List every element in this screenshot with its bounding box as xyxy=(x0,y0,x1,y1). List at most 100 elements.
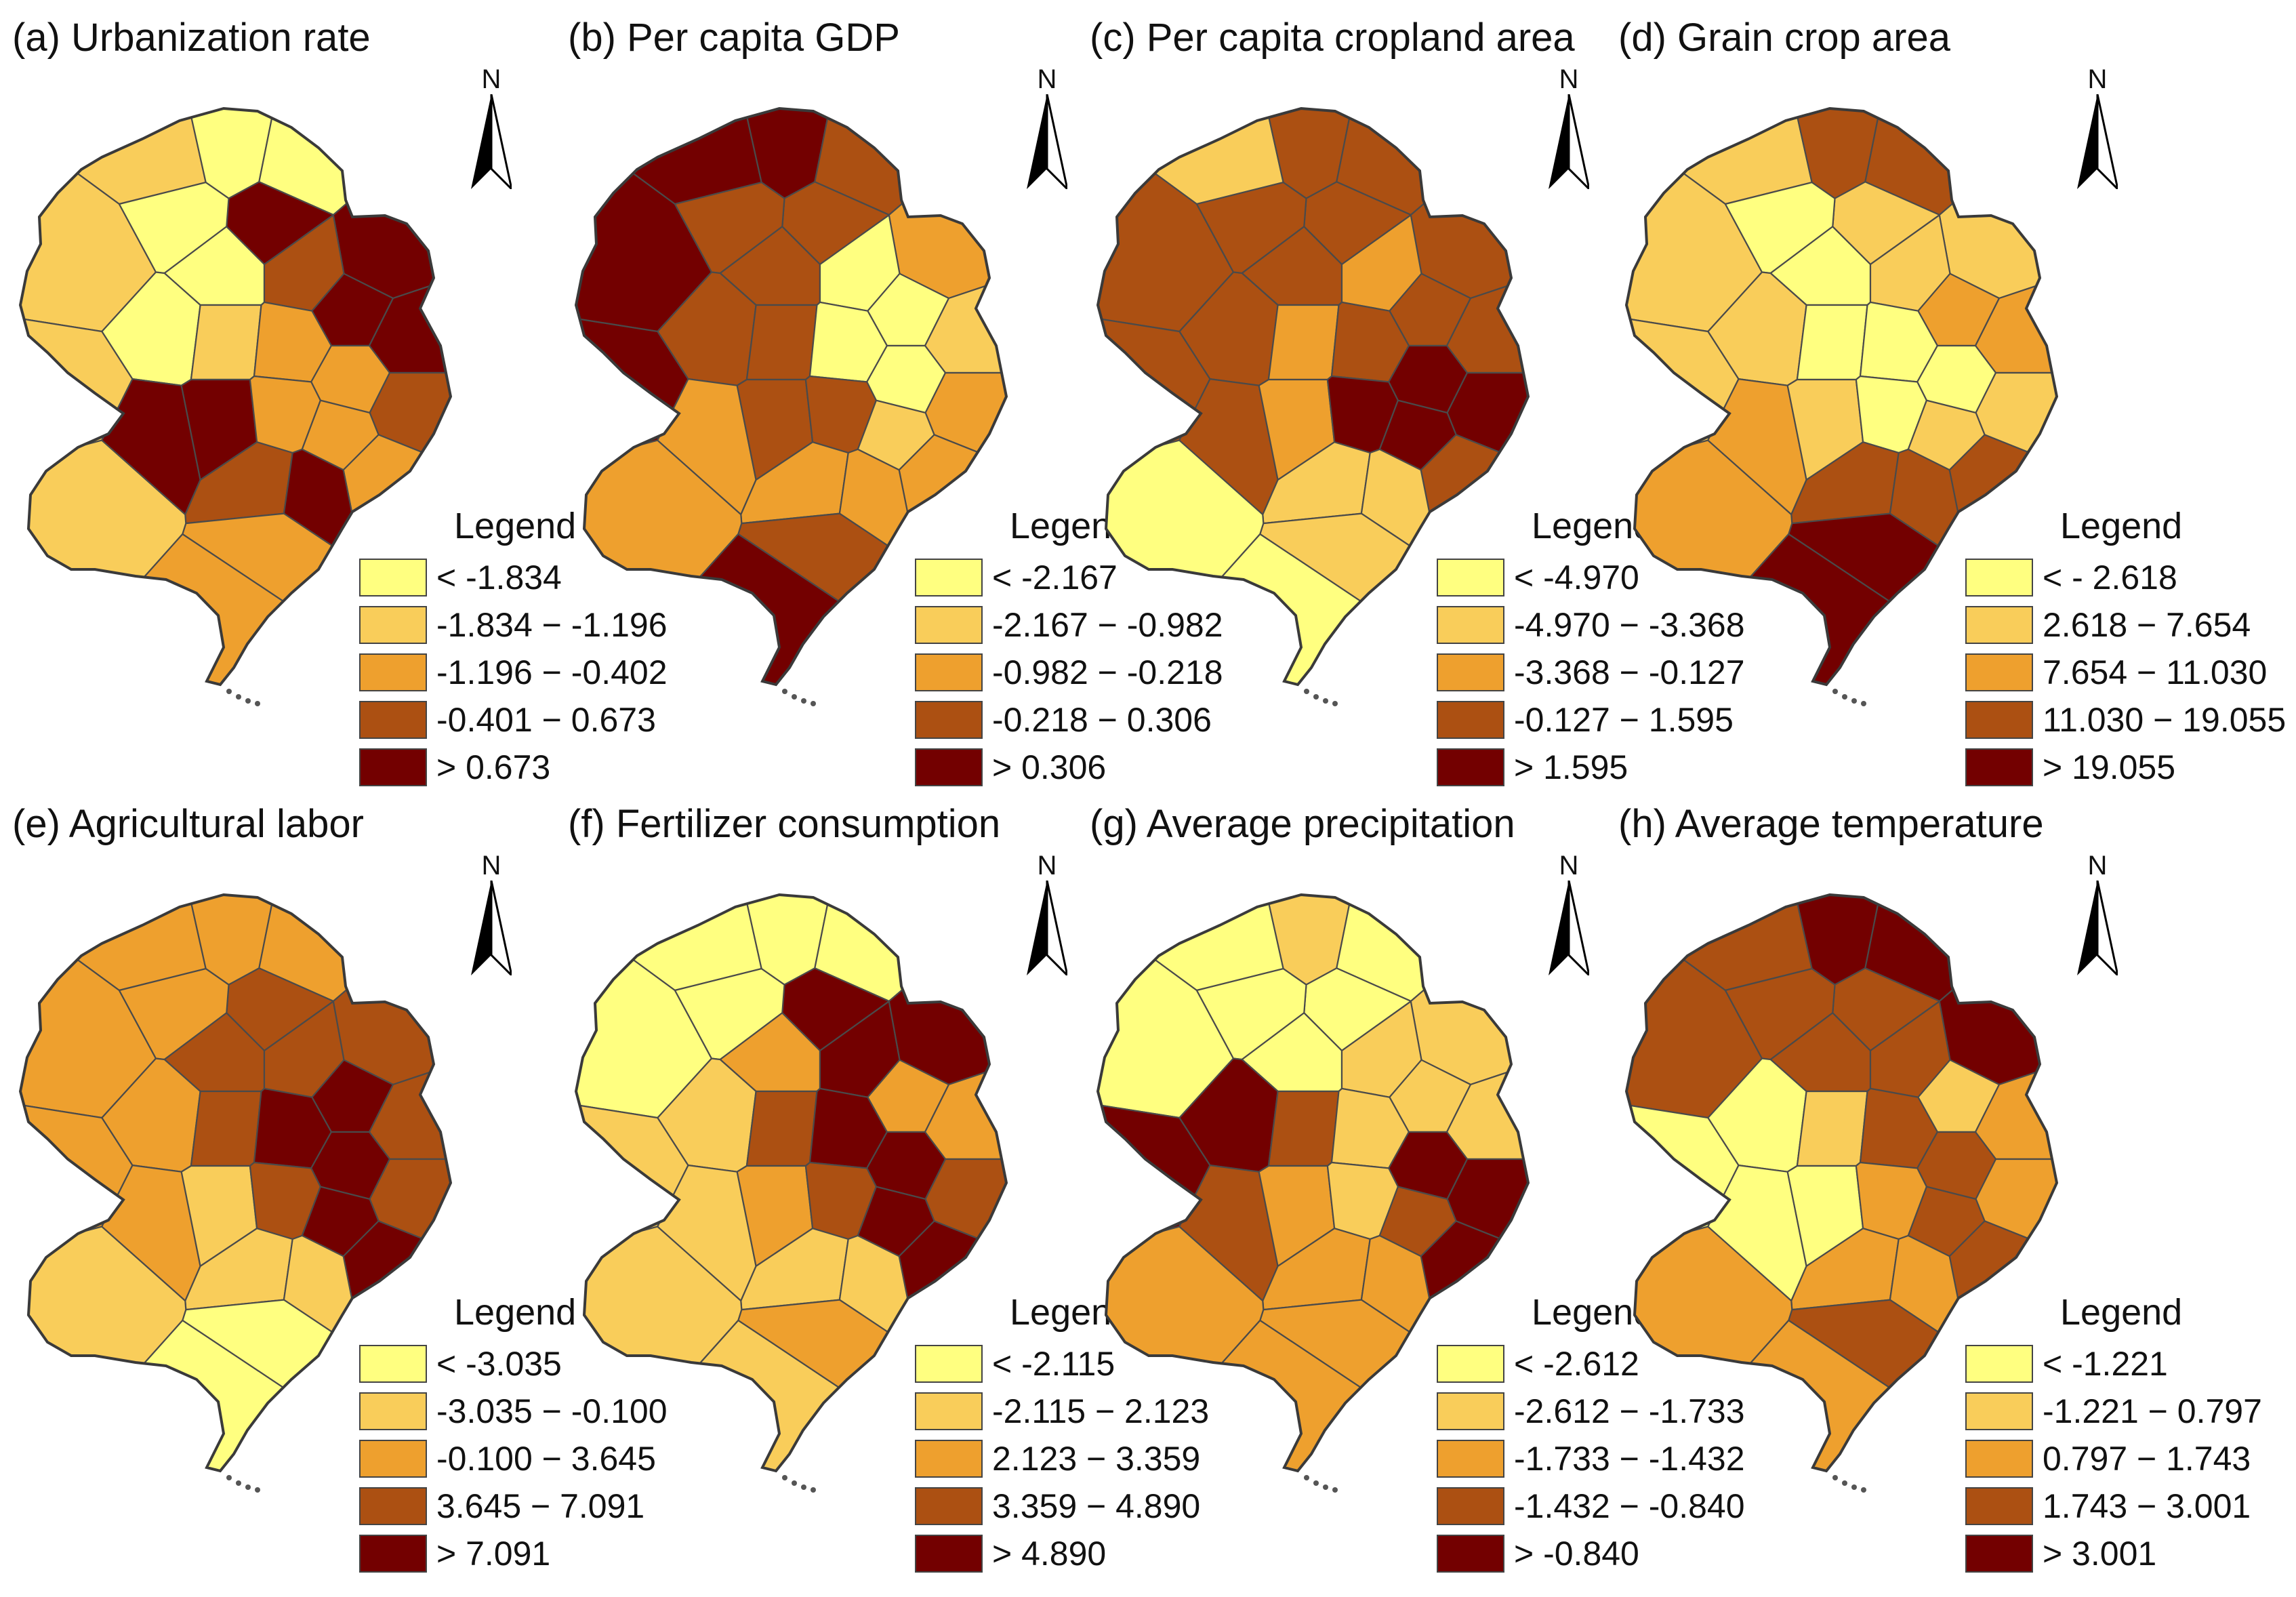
north-label: N xyxy=(1559,64,1579,94)
map-outline xyxy=(18,893,453,1473)
legend-swatch xyxy=(359,606,427,644)
legend-label: > -0.840 xyxy=(1514,1535,1639,1573)
map-legend: Legend < - 2.618 2.618 − 7.654 7.654 − 11.0… xyxy=(1965,505,2286,791)
north-arrow-shape xyxy=(2077,94,2120,193)
legend-item: -0.982 − -0.218 xyxy=(915,649,1223,696)
legend-title: Legend xyxy=(2060,1292,2183,1333)
north-label: N xyxy=(1037,851,1057,881)
legend-item: < -2.115 xyxy=(915,1340,1209,1388)
legend-label: -4.970 − -3.368 xyxy=(1514,606,1745,644)
legend-label: -3.035 − -0.100 xyxy=(436,1392,668,1430)
legend-item: < -2.612 xyxy=(1437,1340,1745,1388)
legend-label: > 19.055 xyxy=(2043,748,2176,786)
map-region xyxy=(745,304,818,381)
legend-swatch xyxy=(359,701,427,739)
legend-item: -3.368 − -0.127 xyxy=(1437,649,1745,696)
legend-swatch xyxy=(915,1392,983,1430)
legend-label: < -2.612 xyxy=(1514,1345,1639,1383)
map-legend: Legend < -1.221 -1.221 − 0.797 0.797 − 1.74… xyxy=(1965,1291,2262,1577)
island-marker xyxy=(792,1480,797,1486)
island-marker xyxy=(1323,1484,1328,1490)
legend-item: 2.618 − 7.654 xyxy=(1965,601,2286,649)
island-marker xyxy=(811,701,816,706)
legend-label: -3.368 − -0.127 xyxy=(1514,653,1745,691)
legend-label: < -1.221 xyxy=(2043,1345,2168,1383)
island-marker xyxy=(226,1475,232,1480)
island-marker xyxy=(1304,689,1309,694)
legend-item: < -2.167 xyxy=(915,554,1223,601)
map-panel: (h) Average temperature N Legend < -1.221 -1… xyxy=(1606,786,2262,1573)
legend-title: Legend xyxy=(454,506,577,546)
map-region xyxy=(1098,895,1285,992)
legend-item: > -0.840 xyxy=(1437,1530,1745,1577)
north-arrow-icon: N xyxy=(1542,64,1596,193)
map-outline xyxy=(574,106,1008,687)
legend-item: -4.970 − -3.368 xyxy=(1437,601,1745,649)
legend-item: 1.743 − 3.001 xyxy=(1965,1482,2262,1530)
legend-swatch xyxy=(1965,1440,2033,1478)
map-legend: Legend < -2.115 -2.115 − 2.123 2.123 − 3.35… xyxy=(915,1291,1209,1577)
legend-swatch xyxy=(1965,1345,2033,1383)
legend-label: 11.030 − 19.055 xyxy=(2043,701,2287,739)
legend-item: 11.030 − 19.055 xyxy=(1965,696,2286,744)
legend-label: 2.123 − 3.359 xyxy=(992,1440,1201,1478)
legend-label: < -2.115 xyxy=(992,1345,1115,1383)
legend-label: 3.359 − 4.890 xyxy=(992,1487,1201,1525)
legend-swatch xyxy=(1437,1487,1504,1525)
north-arrow-icon: N xyxy=(1542,851,1596,979)
legend-item: > 0.306 xyxy=(915,744,1223,791)
island-marker xyxy=(1304,1475,1309,1480)
legend-label: -1.733 − -1.432 xyxy=(1514,1440,1745,1478)
legend-label: -1.196 − -0.402 xyxy=(436,653,668,691)
north-arrow-shape xyxy=(1549,94,1591,193)
legend-label: 2.618 − 7.654 xyxy=(2043,606,2251,644)
legend-swatch xyxy=(1437,606,1504,644)
island-marker xyxy=(1332,1487,1338,1493)
legend-swatch xyxy=(915,748,983,786)
legend-item: > 19.055 xyxy=(1965,744,2286,791)
north-label: N xyxy=(1037,64,1057,94)
legend-title: Legend xyxy=(1532,506,1654,546)
legend-swatch xyxy=(1965,1535,2033,1573)
map-legend: Legend < -3.035 -3.035 − -0.100 -0.100 − 3.… xyxy=(359,1291,668,1577)
map-legend: Legend < -2.167 -2.167 − -0.982 -0.982 − -0… xyxy=(915,505,1223,791)
north-label: N xyxy=(481,64,501,94)
island-marker xyxy=(1332,701,1338,706)
map-region xyxy=(576,108,763,205)
map-region xyxy=(1626,895,1813,992)
legend-label: 0.797 − 1.743 xyxy=(2043,1440,2251,1478)
map-region xyxy=(258,108,451,216)
map-panel: (c) Per capita cropland area N Legend < -4.… xyxy=(1078,0,1745,786)
legend-label: > 0.673 xyxy=(436,748,551,786)
legend-swatch xyxy=(915,606,983,644)
legend-label: < -4.970 xyxy=(1514,559,1639,597)
legend-item: -1.196 − -0.402 xyxy=(359,649,668,696)
island-marker xyxy=(792,694,797,700)
legend-label: < -3.035 xyxy=(436,1345,562,1383)
map-legend: Legend < -1.834 -1.834 − -1.196 -1.196 − -0… xyxy=(359,505,668,791)
map-region xyxy=(1796,304,1868,381)
legend-item: -0.401 − 0.673 xyxy=(359,696,668,744)
legend-item: -2.115 − 2.123 xyxy=(915,1388,1209,1435)
legend-item: 3.359 − 4.890 xyxy=(915,1482,1209,1530)
legend-label: -2.167 − -0.982 xyxy=(992,606,1223,644)
choropleth-map xyxy=(1624,893,2059,1493)
map-panel: (f) Fertilizer consumption N Legend < -2.11… xyxy=(556,786,1209,1573)
legend-item: > 0.673 xyxy=(359,744,668,791)
panel-title: (b) Per capita GDP xyxy=(568,16,900,60)
legend-item: < - 2.618 xyxy=(1965,554,2286,601)
legend-item: > 3.001 xyxy=(1965,1530,2262,1577)
legend-item: -2.167 − -0.982 xyxy=(915,601,1223,649)
map-region xyxy=(1336,895,1528,1003)
legend-swatch xyxy=(915,559,983,597)
legend-swatch xyxy=(1965,653,2033,691)
panel-title: (f) Fertilizer consumption xyxy=(568,802,1001,846)
north-arrow-shape xyxy=(1549,880,1591,979)
legend-swatch xyxy=(1965,1392,2033,1430)
map-panel: (e) Agricultural labor N Legend < -3.035 -3.… xyxy=(0,786,668,1573)
north-label: N xyxy=(1559,851,1579,881)
legend-swatch xyxy=(1965,559,2033,597)
legend-item: 7.654 − 11.030 xyxy=(1965,649,2286,696)
legend-label: -1.221 − 0.797 xyxy=(2043,1392,2262,1430)
legend-swatch xyxy=(359,1535,427,1573)
